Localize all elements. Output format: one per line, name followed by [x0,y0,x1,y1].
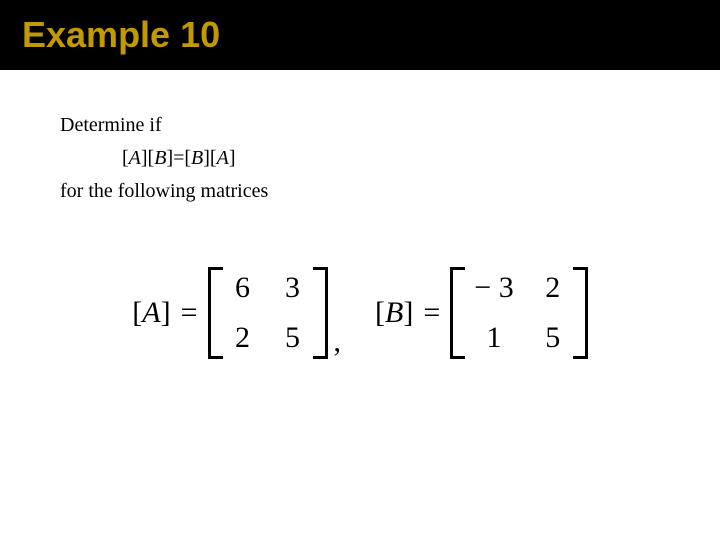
comma: , [332,325,350,359]
matrix-b-grid: − 3 2 1 5 [464,261,573,365]
eq-bracket: ] [229,147,236,169]
cell: 1 [474,321,513,355]
eq-var-b: B [154,147,166,169]
bracket: [ [132,296,142,329]
eq-var-b: B [191,147,203,169]
cell: 5 [542,321,564,355]
cell: 2 [542,271,564,305]
cell: 5 [282,321,304,355]
right-bracket-icon [314,267,328,359]
slide-title: Example 10 [22,14,698,56]
matrix-b: − 3 2 1 5 [450,261,587,365]
eq-var-a: A [217,147,229,169]
bracket: ] [403,296,413,329]
var-b: B [385,296,403,329]
prompt-equation: [A][B]=[B][A] [122,147,660,170]
eq-bracket: [ [122,147,129,169]
equals-sign: = [175,296,204,330]
slide-header: Example 10 [0,0,720,68]
cell: − 3 [474,271,513,305]
bracket: ] [161,296,171,329]
cell: 6 [232,271,254,305]
left-bracket-icon [450,267,464,359]
eq-bracket: ][ [141,147,154,169]
bracket: [ [375,296,385,329]
prompt-line-1: Determine if [60,114,660,137]
right-bracket-icon [574,267,588,359]
matrix-a-label: [A] [132,296,170,330]
prompt-line-3: for the following matrices [60,180,660,203]
eq-bracket: ][ [203,147,216,169]
cell: 2 [232,321,254,355]
slide-body: Determine if [A][B]=[B][A] for the follo… [0,70,720,365]
var-a: A [142,296,160,329]
equals-sign: = [417,296,446,330]
eq-mid: ]=[ [166,147,191,169]
cell: 3 [282,271,304,305]
eq-var-a: A [129,147,141,169]
matrix-definitions: [A] = 6 3 2 5 , [B] = − 3 2 1 5 [60,261,660,365]
matrix-a-grid: 6 3 2 5 [222,261,314,365]
left-bracket-icon [208,267,222,359]
matrix-b-label: [B] [375,296,413,330]
matrix-a: 6 3 2 5 [208,261,328,365]
